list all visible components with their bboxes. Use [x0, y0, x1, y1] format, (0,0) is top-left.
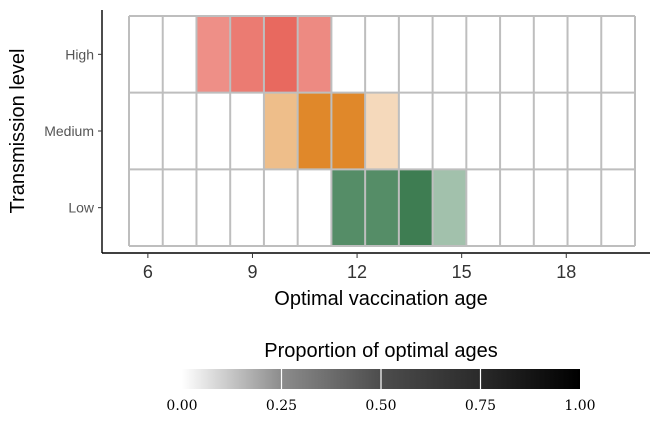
legend-tick-label: 0.50: [365, 398, 396, 414]
x-tick-label-15: 15: [452, 262, 472, 282]
x-tick-label-6: 6: [143, 262, 153, 282]
heatmap-cells: [196, 16, 467, 246]
legend-tick-label: 0.25: [266, 398, 297, 414]
legend-ticks: 0.00 0.25 0.50 0.75 1.00: [166, 369, 596, 414]
x-axis-title: Optimal vaccination age: [274, 288, 487, 310]
y-tick-label-low: Low: [68, 200, 95, 216]
legend-tick-label: 1.00: [564, 398, 595, 414]
heatmap-cell-low-age-14: [432, 169, 467, 246]
heatmap-cell-high-age-7: [196, 16, 231, 93]
heatmap-grid: [128, 15, 636, 247]
y-axis-title: Transmission level: [7, 49, 29, 214]
x-tick-label-9: 9: [247, 262, 257, 282]
legend-tick-label: 0.00: [166, 398, 197, 414]
heatmap-cell-low-age-13: [398, 169, 433, 246]
heatmap-cell-high-age-8: [230, 16, 264, 93]
y-axis-ticks: High Medium Low: [44, 46, 102, 216]
heatmap-cell-low-age-11: [331, 169, 366, 246]
heatmap-cell-medium-age-11: [331, 92, 366, 170]
x-axis-ticks: 6 9 12 15 18: [143, 253, 576, 282]
heatmap-cell-high-age-9: [263, 16, 298, 93]
legend: Proportion of optimal ages 0.00 0.25 0.50 0…: [166, 340, 595, 414]
legend-tick-label: 0.75: [465, 398, 496, 414]
y-tick-label-high: High: [65, 46, 94, 62]
heatmap-cell-high-age-10: [297, 16, 332, 93]
heatmap-cell-medium-age-12: [365, 92, 399, 170]
x-tick-label-12: 12: [347, 262, 367, 282]
x-tick-label-18: 18: [556, 262, 576, 282]
legend-title: Proportion of optimal ages: [264, 340, 497, 362]
heatmap-cell-medium-age-10: [297, 92, 332, 170]
heatmap-cell-low-age-12: [365, 169, 399, 246]
heatmap-cell-medium-age-9: [263, 92, 298, 170]
y-tick-label-medium: Medium: [44, 123, 94, 139]
